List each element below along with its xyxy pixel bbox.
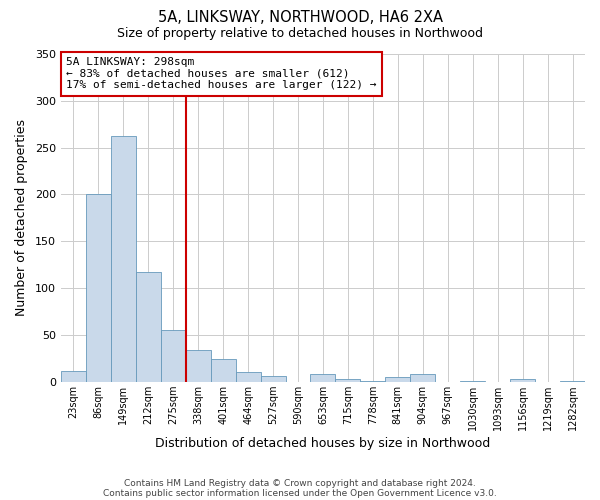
Bar <box>335 379 361 382</box>
Bar <box>136 272 161 382</box>
Bar <box>161 330 186 382</box>
X-axis label: Distribution of detached houses by size in Northwood: Distribution of detached houses by size … <box>155 437 491 450</box>
Bar <box>410 374 435 382</box>
Text: 5A LINKSWAY: 298sqm
← 83% of detached houses are smaller (612)
17% of semi-detac: 5A LINKSWAY: 298sqm ← 83% of detached ho… <box>66 58 377 90</box>
Bar <box>236 372 260 382</box>
Bar <box>510 379 535 382</box>
Bar <box>385 377 410 382</box>
Text: Size of property relative to detached houses in Northwood: Size of property relative to detached ho… <box>117 28 483 40</box>
Bar <box>186 350 211 382</box>
Bar <box>211 360 236 382</box>
Bar <box>260 376 286 382</box>
Text: Contains HM Land Registry data © Crown copyright and database right 2024.: Contains HM Land Registry data © Crown c… <box>124 478 476 488</box>
Y-axis label: Number of detached properties: Number of detached properties <box>15 120 28 316</box>
Bar <box>560 381 585 382</box>
Text: 5A, LINKSWAY, NORTHWOOD, HA6 2XA: 5A, LINKSWAY, NORTHWOOD, HA6 2XA <box>157 10 443 25</box>
Text: Contains public sector information licensed under the Open Government Licence v3: Contains public sector information licen… <box>103 488 497 498</box>
Bar <box>86 194 111 382</box>
Bar <box>460 381 485 382</box>
Bar <box>361 381 385 382</box>
Bar <box>61 370 86 382</box>
Bar <box>310 374 335 382</box>
Bar <box>111 136 136 382</box>
